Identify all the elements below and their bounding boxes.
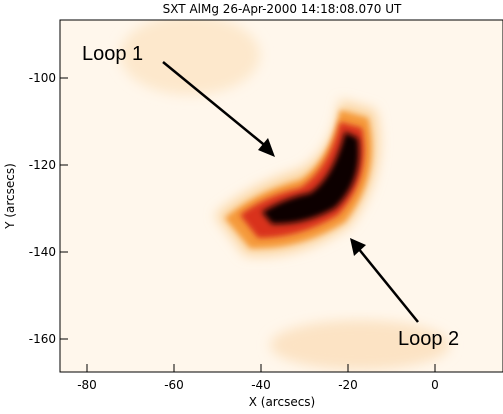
x-axis-label: X (arcsecs): [249, 395, 316, 409]
loop-1-arrowhead: [258, 138, 275, 157]
annotations: Loop 1 Loop 2: [82, 43, 459, 350]
bright-loop: [215, 100, 380, 256]
plot-frame: [59, 19, 503, 373]
y-axis: -100 -120 -140 -160 Y (arcsecs): [3, 71, 68, 346]
y-tick-label: -140: [29, 245, 56, 259]
x-tick-label: -80: [77, 378, 97, 392]
image-title: SXT AlMg 26-Apr-2000 14:18:08.070 UT: [163, 2, 402, 16]
x-tick-label: 0: [431, 378, 439, 392]
x-tick-label: -40: [251, 378, 271, 392]
y-axis-label: Y (arcsecs): [3, 163, 17, 230]
xray-image: [60, 20, 503, 372]
loop-1-label: Loop 1: [82, 43, 143, 65]
loop-2-arrowhead: [350, 238, 366, 256]
x-axis: -80 -60 -40 -20 0 X (arcsecs): [77, 364, 439, 409]
y-tick-label: -100: [29, 71, 56, 85]
y-tick-label: -120: [29, 158, 56, 172]
loop-1-arrow-line: [162, 61, 269, 149]
diffuse-emission-top: [120, 20, 260, 95]
loop-2-arrow-line: [357, 247, 419, 323]
y-tick-label: -160: [29, 332, 56, 346]
loop-core: [262, 132, 360, 225]
x-tick-label: -20: [338, 378, 358, 392]
diffuse-emission-bottom: [270, 320, 450, 370]
loop-2-label: Loop 2: [398, 328, 459, 350]
x-tick-label: -60: [164, 378, 184, 392]
